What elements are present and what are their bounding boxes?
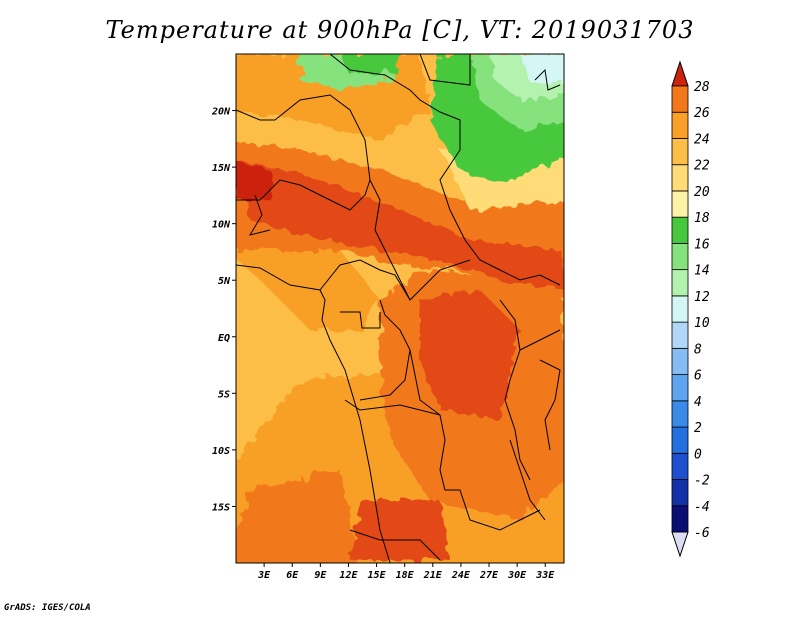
lon-tick-label: 27E (479, 570, 499, 581)
colorbar-band (671, 400, 689, 428)
latitude-axis: 20N 15N 10N 5N EQ 5S 10S 15S (211, 107, 236, 513)
colorbar-label: 22 (694, 159, 710, 174)
lat-tick-label: EQ (218, 333, 230, 344)
colorbar-band (671, 374, 689, 402)
colorbar-label: 18 (694, 211, 710, 226)
colorbar-band (671, 479, 689, 507)
border-sahara (329, 54, 561, 286)
lat-tick-label: 15S (212, 502, 230, 513)
colorbar-band (671, 216, 689, 244)
lon-tick-label: 6E (286, 570, 299, 581)
lon-tick-label: 3E (257, 570, 271, 581)
lon-tick-label: 21E (423, 570, 443, 581)
field-namibia (236, 470, 358, 563)
colorbar-band (671, 243, 689, 271)
border-cameroon (319, 259, 411, 301)
plot-frame (235, 53, 565, 564)
coastline-west (236, 264, 391, 563)
colorbar-label: 8 (694, 342, 702, 357)
colorbar-label: 6 (694, 369, 702, 384)
colorbar-band (671, 85, 689, 113)
colorbar-label: 20 (694, 185, 710, 200)
coastline-egypt (534, 68, 561, 91)
lon-tick-label: 30E (507, 570, 527, 581)
lat-tick-label: 20N (211, 107, 231, 118)
border-gabon (340, 311, 381, 329)
colorbar-label: 0 (694, 447, 702, 462)
colorbar-label: -6 (694, 526, 710, 541)
colorbar-band (671, 426, 689, 454)
lon-tick-label: 33E (535, 570, 555, 581)
field-west (236, 250, 380, 330)
border-drc-angola (409, 349, 541, 531)
border-namibia (349, 529, 441, 561)
colorbar-label: 14 (694, 264, 710, 279)
lon-tick-label: 18E (396, 570, 415, 581)
colorbar-band (671, 505, 689, 533)
colorbar-band (671, 111, 689, 139)
border-benin-togo (248, 194, 271, 236)
lat-tick-label: 5S (218, 389, 230, 400)
lon-tick-label: 24E (451, 570, 471, 581)
field-congo-hot (420, 290, 520, 420)
border-niger-chad (274, 94, 471, 301)
colorbar-under-triangle (671, 531, 689, 558)
colorbar-label: 2 (694, 421, 702, 436)
longitude-axis: 3E 6E 9E 12E 15E 18E 21E 24E 27E 30E 33E (257, 563, 555, 581)
colorbar-label: 4 (694, 395, 702, 410)
border-libya (419, 54, 471, 86)
map-title: Temperature at 900hPa [C], VT: 201903170… (105, 16, 695, 44)
border-zambia-malawi (509, 439, 546, 521)
colorbar-band (671, 295, 689, 323)
border-uganda (519, 329, 561, 351)
border-great-lakes (499, 299, 531, 481)
lon-tick-label: 12E (339, 570, 358, 581)
border-angola-north (344, 399, 441, 416)
colorbar-label: -2 (694, 474, 710, 489)
colorbar-label: 26 (694, 106, 710, 121)
border-mali (236, 109, 275, 121)
field-algeria-dark (340, 54, 400, 75)
colorbar-label: 12 (694, 290, 710, 305)
lat-tick-label: 5N (218, 276, 231, 287)
border-tanzania (539, 359, 561, 451)
colorbar-band (671, 138, 689, 166)
colorbar-over-triangle (671, 60, 689, 87)
country-borders (236, 54, 561, 563)
field-sahel-max (236, 160, 270, 200)
colorbar-band (671, 269, 689, 297)
colorbar-label: 24 (694, 132, 710, 147)
lat-tick-label: 10S (212, 446, 230, 457)
lat-tick-label: 10N (212, 220, 231, 231)
colorbar-label: 10 (694, 316, 710, 331)
colorbar-band (671, 164, 689, 192)
border-nigeria-north (236, 179, 371, 211)
field-sahel-hot (240, 160, 564, 290)
temperature-field (236, 54, 564, 563)
field-libya-coolest (520, 54, 564, 82)
colorbar-band (671, 190, 689, 218)
credit-text: GrADS: IGES/COLA (4, 603, 91, 613)
colorbar-label: -4 (694, 500, 710, 515)
lon-tick-label: 9E (314, 570, 327, 581)
colorbar-label: 16 (694, 237, 710, 252)
colorbar-label: 28 (694, 80, 710, 95)
field-angola-hot (350, 500, 450, 560)
lat-tick-label: 15N (212, 163, 231, 174)
lon-tick-label: 15E (368, 570, 387, 581)
colorbar-band (671, 452, 689, 480)
colorbar-band (671, 347, 689, 375)
colorbar-band (671, 321, 689, 349)
